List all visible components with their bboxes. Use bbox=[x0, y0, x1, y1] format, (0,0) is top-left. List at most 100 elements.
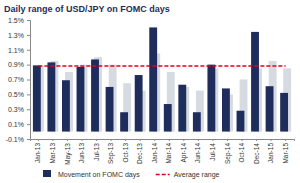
legend: Movement on FOMC days Average range bbox=[43, 170, 220, 179]
tick: Jun-13 bbox=[78, 139, 85, 163]
axis-line bbox=[27, 21, 31, 140]
tick: Mar-14 bbox=[165, 139, 172, 164]
legend-swatch bbox=[156, 174, 170, 176]
plot: -0.1% 0.1% 0.3% 0.5% 0.7% 0.9% 1.1% 1.3% 1.5% Jan… bbox=[6, 17, 295, 165]
legend-item: Average range bbox=[156, 171, 220, 179]
tick-label: -0.1% bbox=[6, 136, 24, 143]
tick: 0.5% bbox=[8, 91, 30, 98]
tick-label: May-13 bbox=[64, 143, 72, 165]
tick-label: 0.3% bbox=[8, 106, 24, 113]
y-axis: -0.1% 0.1% 0.3% 0.5% 0.7% 0.9% 1.1% 1.3% 1.5% bbox=[6, 17, 31, 143]
tick: Apr-14 bbox=[180, 139, 188, 163]
tick-mark bbox=[212, 139, 213, 141]
tick-label: 1.3% bbox=[8, 32, 24, 39]
tick: Oct-13 bbox=[122, 139, 129, 163]
tick-mark bbox=[52, 139, 53, 141]
bar bbox=[106, 87, 114, 132]
tick-label: Jan-15 bbox=[267, 143, 274, 163]
tick-label: Jul-14 bbox=[209, 143, 216, 161]
tick-mark bbox=[111, 139, 112, 141]
tick-label: Mar-13 bbox=[49, 143, 56, 164]
tick-label: Mar-14 bbox=[165, 143, 172, 164]
tick: Jun-14 bbox=[194, 139, 201, 163]
legend-label: Movement on FOMC days bbox=[58, 171, 140, 179]
bar bbox=[193, 112, 201, 131]
tick: 0.3% bbox=[8, 106, 30, 113]
bar bbox=[266, 86, 274, 131]
tick-mark bbox=[38, 139, 39, 141]
chart: Daily range of USD/JPY on FOMC days -0.1%… bbox=[0, 0, 300, 183]
tick-mark bbox=[154, 139, 155, 141]
tick-label: Jan-13 bbox=[34, 143, 41, 163]
tick-mark bbox=[27, 65, 30, 66]
tick-mark bbox=[140, 139, 141, 141]
tick-label: Sep-13 bbox=[107, 143, 115, 164]
tick-mark bbox=[227, 139, 228, 141]
tick: Dec-14 bbox=[253, 139, 260, 164]
tick-mark bbox=[183, 139, 184, 141]
tick-mark bbox=[96, 139, 97, 141]
tick-label: Dec-14 bbox=[253, 143, 260, 164]
tick-label: Dec-13 bbox=[136, 143, 143, 164]
tick-mark bbox=[82, 139, 83, 141]
bar bbox=[280, 93, 288, 132]
tick-label: Jul-13 bbox=[93, 143, 100, 161]
tick-label: 1.5% bbox=[8, 17, 24, 24]
bar bbox=[222, 88, 230, 131]
tick: Mar-13 bbox=[49, 139, 56, 164]
tick-mark bbox=[256, 139, 257, 141]
bar bbox=[33, 65, 41, 131]
tick-mark bbox=[169, 139, 170, 141]
tick: Sep-13 bbox=[107, 139, 115, 164]
tick: Jan-13 bbox=[34, 139, 41, 163]
bar bbox=[62, 80, 70, 131]
tick: Sep-14 bbox=[224, 139, 232, 164]
legend-swatch bbox=[43, 170, 51, 177]
tick: Jan-15 bbox=[267, 139, 274, 163]
bar bbox=[207, 65, 215, 132]
tick: Jul-13 bbox=[93, 139, 100, 161]
tick-mark bbox=[271, 139, 272, 141]
tick-label: Apr-14 bbox=[180, 143, 188, 163]
tick-mark bbox=[27, 50, 30, 51]
bar bbox=[149, 27, 157, 131]
tick: 0.7% bbox=[8, 76, 30, 83]
title: Daily range of USD/JPY on FOMC days bbox=[4, 4, 170, 14]
tick: May-13 bbox=[64, 139, 72, 165]
bar bbox=[251, 32, 259, 132]
tick: 1.5% bbox=[8, 17, 30, 24]
tick-label: Oct-14 bbox=[238, 143, 245, 163]
tick: 0.9% bbox=[8, 61, 30, 68]
tick-mark bbox=[27, 80, 30, 81]
tick: Jan-14 bbox=[151, 139, 158, 163]
tick-mark bbox=[285, 139, 286, 141]
bar-series bbox=[33, 27, 288, 131]
legend-label: Average range bbox=[174, 171, 220, 179]
tick-mark bbox=[125, 139, 126, 141]
tick: Dec-13 bbox=[136, 139, 143, 164]
tick-mark bbox=[27, 139, 30, 140]
tick: -0.1% bbox=[6, 136, 30, 143]
tick-label: 0.5% bbox=[8, 91, 24, 98]
tick-label: Jun-14 bbox=[194, 143, 201, 163]
x-axis: Jan-13 Mar-13 May-13 Jun-13 Jul-13 Sep-13 Oct-… bbox=[31, 139, 295, 165]
bar bbox=[135, 75, 143, 132]
tick-mark bbox=[242, 139, 243, 141]
tick: Oct-14 bbox=[238, 139, 245, 163]
bar bbox=[77, 67, 85, 132]
tick: 0.1% bbox=[8, 121, 30, 128]
tick-mark bbox=[27, 94, 30, 95]
tick: Jul-14 bbox=[209, 139, 216, 161]
bar bbox=[47, 62, 55, 131]
tick-label: 0.7% bbox=[8, 76, 24, 83]
tick-mark bbox=[27, 35, 30, 36]
tick: 1.3% bbox=[8, 32, 30, 39]
tick-label: 0.9% bbox=[8, 61, 24, 68]
tick-mark bbox=[27, 124, 30, 125]
tick-mark bbox=[27, 20, 30, 21]
tick: 1.1% bbox=[8, 46, 30, 53]
marks bbox=[33, 27, 291, 131]
tick-mark bbox=[27, 109, 30, 110]
bar bbox=[120, 112, 128, 131]
tick-label: Sep-14 bbox=[224, 143, 232, 164]
